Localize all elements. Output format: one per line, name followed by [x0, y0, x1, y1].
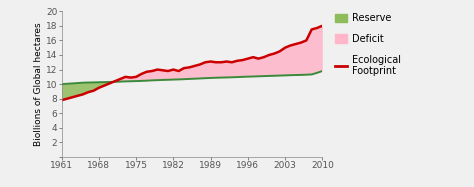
Legend: Reserve, Deficit, Ecological
Footprint: Reserve, Deficit, Ecological Footprint — [335, 13, 401, 76]
Y-axis label: Biollions of Global hectares: Biollions of Global hectares — [34, 22, 43, 146]
